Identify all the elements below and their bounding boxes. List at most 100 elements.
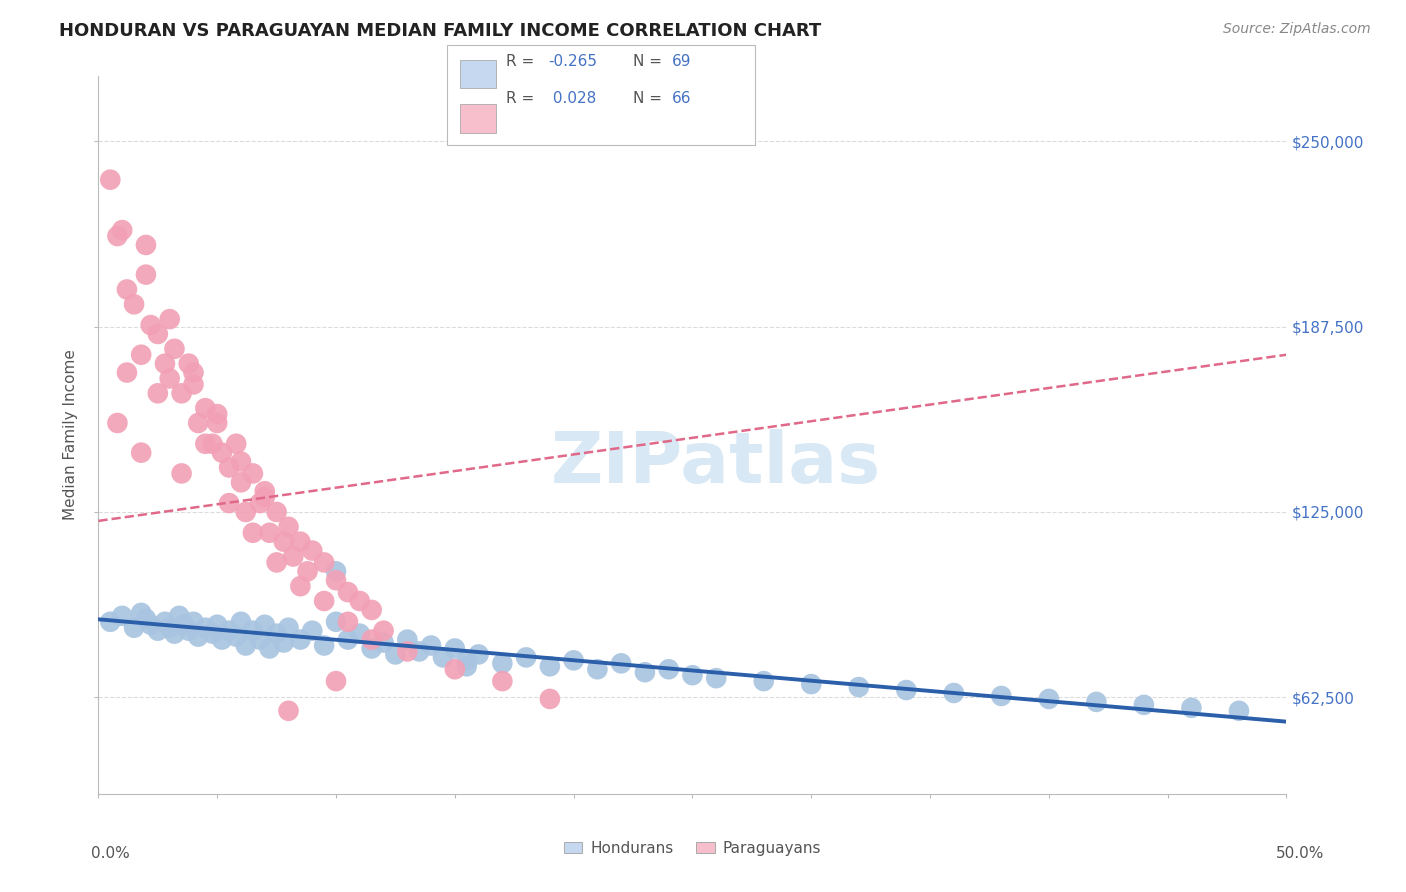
Point bbox=[249, 632, 271, 647]
Point bbox=[242, 525, 264, 540]
Point bbox=[444, 641, 467, 656]
Point bbox=[491, 657, 513, 671]
Text: R =: R = bbox=[506, 54, 540, 69]
Point bbox=[201, 436, 224, 450]
Point bbox=[235, 639, 257, 653]
Point bbox=[183, 615, 205, 629]
Point bbox=[139, 617, 162, 632]
Point bbox=[159, 312, 181, 326]
Point bbox=[586, 662, 609, 676]
Point bbox=[211, 445, 233, 459]
Point bbox=[253, 490, 276, 504]
Point bbox=[373, 624, 395, 638]
Text: R =: R = bbox=[506, 91, 540, 106]
Point bbox=[163, 626, 186, 640]
Point bbox=[290, 534, 312, 549]
Point bbox=[538, 659, 561, 673]
Point bbox=[273, 534, 295, 549]
Point bbox=[562, 653, 585, 667]
Point bbox=[681, 668, 703, 682]
Point bbox=[98, 615, 121, 629]
Point bbox=[515, 650, 537, 665]
Point bbox=[349, 594, 371, 608]
Point bbox=[266, 505, 288, 519]
Point bbox=[990, 689, 1012, 703]
Point bbox=[1085, 695, 1108, 709]
Text: N =: N = bbox=[633, 91, 666, 106]
Point bbox=[159, 371, 181, 385]
Point bbox=[800, 677, 823, 691]
Point bbox=[173, 617, 195, 632]
Point bbox=[290, 579, 312, 593]
Point bbox=[122, 621, 145, 635]
Point bbox=[752, 674, 775, 689]
Point bbox=[634, 665, 657, 680]
Point bbox=[139, 318, 162, 332]
Point bbox=[360, 603, 382, 617]
Point bbox=[325, 615, 347, 629]
Point bbox=[153, 357, 176, 371]
Point bbox=[325, 565, 347, 579]
Point bbox=[122, 297, 145, 311]
Point bbox=[107, 229, 129, 244]
Point bbox=[896, 683, 918, 698]
Point bbox=[183, 377, 205, 392]
Point bbox=[183, 366, 205, 380]
Point bbox=[373, 635, 395, 649]
Legend: Hondurans, Paraguayans: Hondurans, Paraguayans bbox=[558, 834, 827, 862]
Point bbox=[266, 556, 288, 570]
Point bbox=[1227, 704, 1250, 718]
Text: 0.0%: 0.0% bbox=[91, 846, 131, 861]
Point bbox=[336, 585, 359, 599]
Point bbox=[273, 635, 295, 649]
Point bbox=[384, 648, 406, 662]
Text: HONDURAN VS PARAGUAYAN MEDIAN FAMILY INCOME CORRELATION CHART: HONDURAN VS PARAGUAYAN MEDIAN FAMILY INC… bbox=[59, 22, 821, 40]
Point bbox=[225, 630, 247, 644]
Point bbox=[229, 615, 252, 629]
Point bbox=[290, 632, 312, 647]
Text: 0.028: 0.028 bbox=[548, 91, 596, 106]
Point bbox=[408, 644, 430, 658]
Point bbox=[207, 407, 229, 421]
Point bbox=[129, 606, 152, 620]
Point bbox=[360, 632, 382, 647]
Point bbox=[349, 626, 371, 640]
Point bbox=[218, 496, 240, 510]
Point bbox=[129, 348, 152, 362]
Point bbox=[187, 630, 209, 644]
Point bbox=[1133, 698, 1156, 712]
Point bbox=[135, 612, 157, 626]
Point bbox=[253, 484, 276, 499]
Point bbox=[242, 467, 264, 481]
Point bbox=[163, 342, 186, 356]
Point bbox=[325, 674, 347, 689]
Point bbox=[942, 686, 965, 700]
Point bbox=[253, 617, 276, 632]
Text: N =: N = bbox=[633, 54, 666, 69]
Point bbox=[266, 626, 288, 640]
Text: -0.265: -0.265 bbox=[548, 54, 598, 69]
Point bbox=[146, 326, 169, 341]
Point bbox=[301, 624, 323, 638]
Point bbox=[235, 505, 257, 519]
Point bbox=[314, 556, 336, 570]
Point bbox=[704, 671, 727, 685]
Point bbox=[336, 615, 359, 629]
Point bbox=[159, 621, 181, 635]
Text: 66: 66 bbox=[672, 91, 692, 106]
Point bbox=[277, 621, 299, 635]
Point bbox=[207, 617, 229, 632]
Point bbox=[314, 594, 336, 608]
Point bbox=[194, 621, 217, 635]
Point bbox=[396, 644, 419, 658]
Point bbox=[491, 674, 513, 689]
Point bbox=[848, 680, 870, 694]
Point bbox=[1038, 692, 1060, 706]
Point bbox=[360, 641, 382, 656]
Point bbox=[259, 641, 281, 656]
Point bbox=[467, 648, 489, 662]
Point bbox=[283, 549, 305, 564]
Text: Source: ZipAtlas.com: Source: ZipAtlas.com bbox=[1223, 22, 1371, 37]
Point bbox=[111, 223, 134, 237]
Point bbox=[201, 626, 224, 640]
